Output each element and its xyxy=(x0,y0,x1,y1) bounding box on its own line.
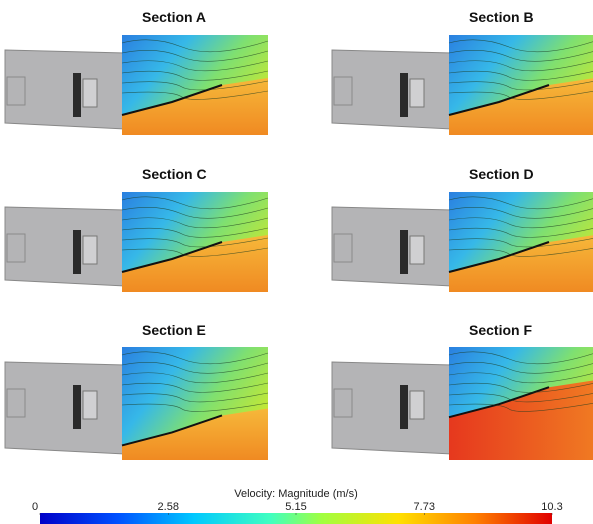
nozzle xyxy=(5,207,125,286)
panel-title: Section F xyxy=(469,322,532,338)
nozzle-part xyxy=(83,79,97,107)
nozzle-part xyxy=(410,79,424,107)
panel-title: Section A xyxy=(142,9,206,25)
colorbar-label: Velocity: Magnitude (m/s) xyxy=(234,488,358,500)
panel xyxy=(5,192,268,292)
nozzle-part xyxy=(73,73,81,117)
nozzle-part xyxy=(400,73,408,117)
nozzle-part xyxy=(73,385,81,429)
nozzle-part xyxy=(83,236,97,264)
panel xyxy=(332,35,593,135)
nozzle xyxy=(332,207,452,286)
nozzle-part xyxy=(400,385,408,429)
panel xyxy=(5,347,268,460)
nozzle xyxy=(332,50,452,129)
colorbar-tick-label: 2.58 xyxy=(158,501,179,513)
nozzle xyxy=(332,362,452,454)
panel xyxy=(5,35,268,135)
panel-title: Section C xyxy=(142,166,207,182)
nozzle-part xyxy=(410,236,424,264)
colorbar-tick-label: 0 xyxy=(32,501,38,513)
panel xyxy=(332,192,593,292)
panel-title: Section B xyxy=(469,9,534,25)
colorbar-tick-label: 7.73 xyxy=(414,501,435,513)
nozzle-part xyxy=(400,230,408,274)
figure: Section A Section B Section C Section D Sect… xyxy=(0,0,593,524)
nozzle-part xyxy=(73,230,81,274)
colorbar-tick-label: 5.15 xyxy=(285,501,306,513)
panel-title: Section D xyxy=(469,166,534,182)
nozzle-part xyxy=(410,391,424,419)
colorbar-tick-label: 10.3 xyxy=(541,501,562,513)
nozzle-part xyxy=(83,391,97,419)
panel xyxy=(332,347,593,460)
nozzle xyxy=(5,50,125,129)
panel-title: Section E xyxy=(142,322,206,338)
nozzle xyxy=(5,362,125,454)
